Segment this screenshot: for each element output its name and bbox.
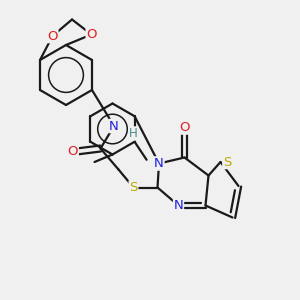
Text: O: O bbox=[68, 145, 78, 158]
Text: H: H bbox=[129, 127, 138, 140]
Text: O: O bbox=[47, 29, 58, 43]
Text: S: S bbox=[223, 155, 231, 169]
Text: O: O bbox=[86, 28, 97, 41]
Text: N: N bbox=[174, 199, 183, 212]
Text: N: N bbox=[154, 157, 164, 170]
Text: O: O bbox=[179, 121, 190, 134]
Text: N: N bbox=[109, 119, 119, 133]
Text: S: S bbox=[129, 181, 138, 194]
